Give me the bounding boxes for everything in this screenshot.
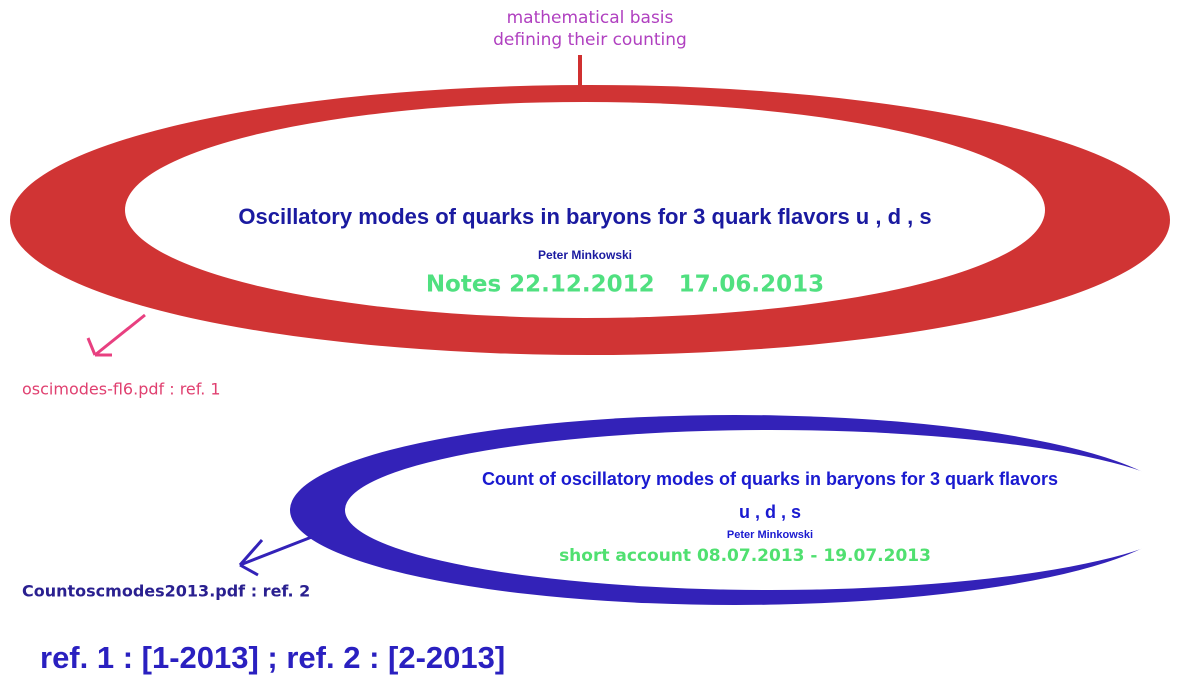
title: Count of oscillatory modes of quarks in …	[482, 469, 1058, 489]
dates: short account 08.07.2013 - 19.07.2013	[559, 546, 931, 566]
footer: ref. 1 : [1-2013] ; ref. 2 : [2-2013]	[40, 640, 505, 675]
file-label: oscimodes-fl6.pdf : ref. 1	[22, 380, 221, 399]
file-label: Countoscmodes2013.pdf : ref. 2	[22, 582, 310, 601]
ellipse-inner	[345, 430, 1181, 590]
ellipse-inner	[125, 102, 1045, 318]
title: u , d , s	[739, 502, 801, 522]
dates: Notes 22.12.2012 17.06.2013	[426, 272, 824, 298]
note-line: mathematical basis	[507, 8, 674, 28]
note-line: defining their counting	[493, 30, 687, 50]
author: Peter Minkowski	[538, 248, 632, 262]
author: Peter Minkowski	[727, 529, 813, 541]
title: Oscillatory modes of quarks in baryons f…	[238, 204, 931, 229]
arrow	[86, 313, 146, 357]
arrow	[238, 531, 323, 577]
